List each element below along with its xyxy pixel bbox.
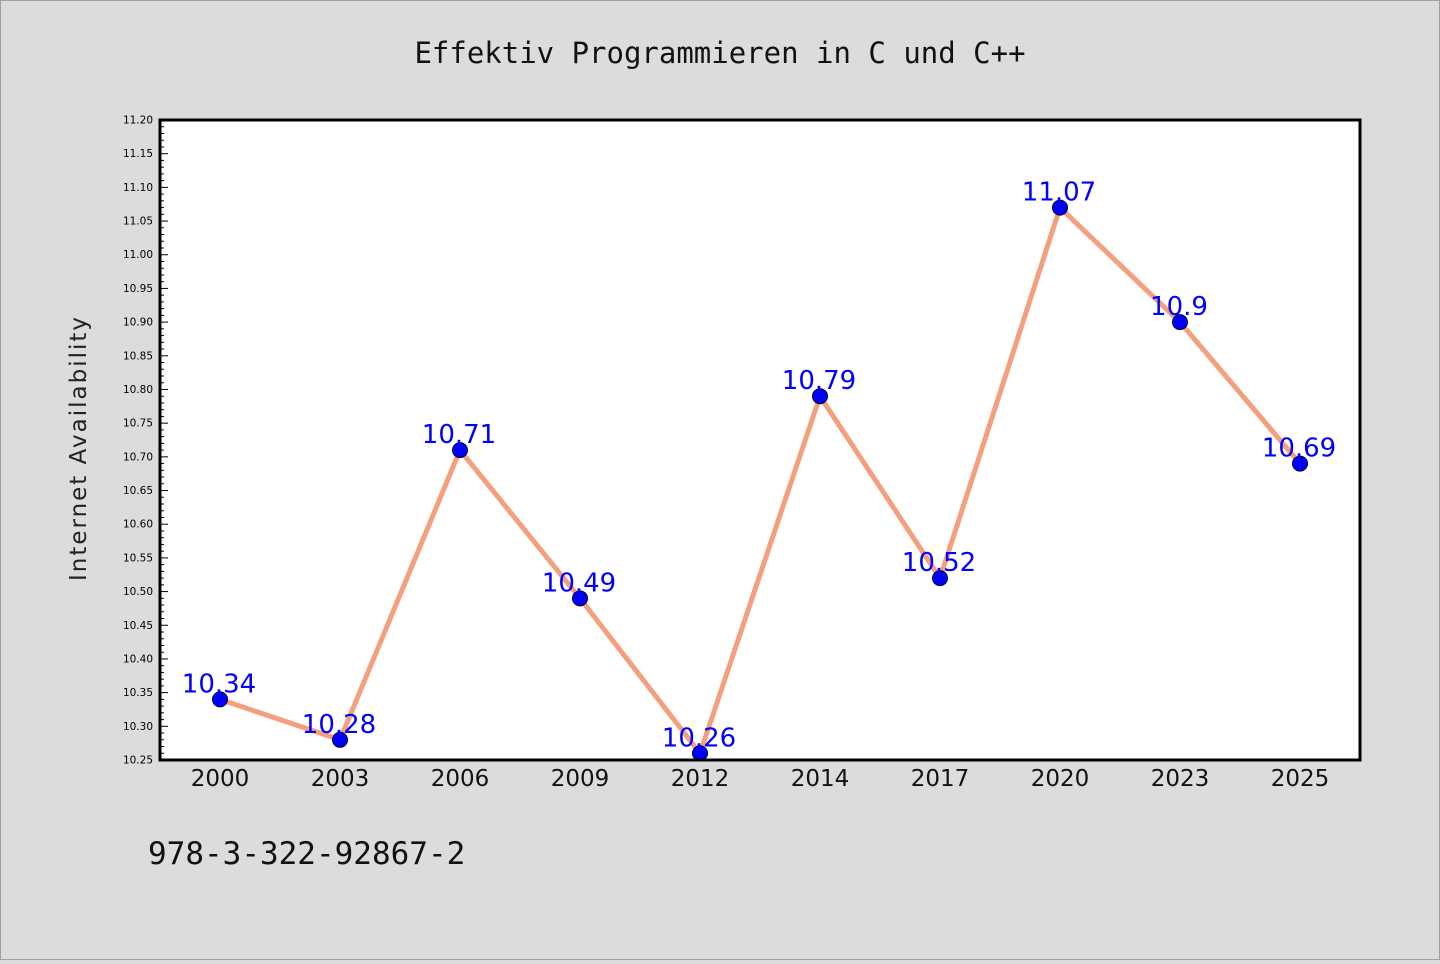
data-label: 10.69 (1262, 434, 1336, 464)
x-tick-label: 2009 (551, 766, 610, 792)
data-label: 10.26 (662, 723, 736, 753)
data-point (812, 388, 828, 405)
x-tick-label: 2020 (1031, 766, 1090, 792)
data-point (572, 590, 588, 607)
data-label: 10.9 (1150, 292, 1208, 322)
y-tick-label: 10.55 (123, 552, 153, 564)
data-point (212, 691, 228, 708)
chart-title: Effektiv Programmieren in C und C++ (414, 36, 1025, 70)
x-tick-label: 2003 (311, 766, 370, 792)
y-tick-label: 10.70 (123, 451, 153, 463)
x-tick-label: 2014 (791, 766, 850, 792)
data-label: 10.52 (902, 548, 976, 578)
y-tick-label: 10.25 (123, 755, 153, 767)
data-label: 10.49 (542, 568, 616, 598)
y-tick-label: 11.10 (123, 182, 153, 194)
y-tick-label: 11.05 (123, 216, 153, 228)
y-tick-label: 10.50 (123, 586, 153, 598)
data-label: 10.34 (182, 669, 256, 699)
y-tick-label: 11.00 (123, 249, 153, 261)
x-tick-label: 2017 (911, 766, 970, 792)
y-tick-label: 10.85 (123, 350, 153, 362)
y-tick-label: 10.95 (123, 283, 153, 295)
y-tick-label: 10.90 (123, 317, 153, 329)
data-label: 10.28 (302, 710, 376, 740)
x-tick-label: 2012 (671, 766, 730, 792)
x-tick-label: 2000 (191, 766, 250, 792)
data-point (1292, 455, 1308, 472)
data-labels: 10.34 10.28 10.71 10.49 10.26 10.79 10.52 11.07… (182, 178, 1336, 754)
x-tick-label: 2025 (1271, 766, 1330, 792)
isbn-text: 978-3-322-92867-2 (148, 836, 465, 872)
x-tick-label: 2006 (431, 766, 490, 792)
data-point (332, 731, 348, 748)
data-point (1172, 314, 1188, 331)
y-tick-label: 11.15 (123, 148, 153, 160)
data-label: 10.79 (782, 366, 856, 396)
y-tick-label: 10.30 (123, 721, 153, 733)
x-tick-label: 2023 (1151, 766, 1210, 792)
series-line (217, 205, 1303, 756)
data-label: 11.07 (1022, 178, 1096, 208)
y-tick-label: 10.45 (123, 620, 153, 632)
data-point (932, 570, 948, 587)
data-label: 10.71 (422, 420, 496, 450)
series-line-layer (217, 205, 1303, 756)
data-point (452, 442, 468, 459)
y-tick-label: 10.40 (123, 653, 153, 665)
y-tick-label: 10.35 (123, 687, 153, 699)
plot-frame (158, 118, 1362, 762)
plot-area (160, 120, 1360, 760)
y-tick-label: 11.20 (123, 115, 153, 127)
y-tick-label: 10.80 (123, 384, 153, 396)
y-axis-label: Internet Availability (66, 315, 92, 581)
data-point (1052, 199, 1068, 216)
y-tick-label: 10.60 (123, 519, 153, 531)
y-tick-label: 10.65 (123, 485, 153, 497)
y-tick-label: 10.75 (123, 418, 153, 430)
x-axis-ticks: 2000 2003 2006 2009 2012 2014 2017 2020 2023 2025 (191, 766, 1330, 792)
series-markers (212, 199, 1308, 762)
